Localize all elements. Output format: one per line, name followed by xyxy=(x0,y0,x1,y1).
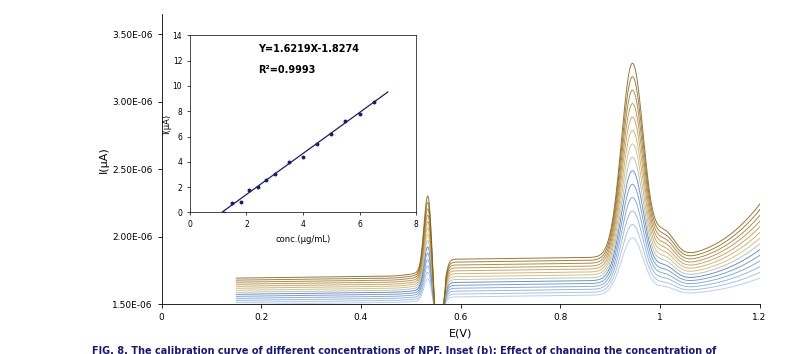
Point xyxy=(242,187,255,193)
Point xyxy=(283,159,296,164)
Point xyxy=(217,210,230,215)
Point xyxy=(251,185,264,190)
X-axis label: conc.(μg/mL): conc.(μg/mL) xyxy=(276,235,330,244)
Point xyxy=(268,172,281,177)
Text: Y=1.6219X-1.8274: Y=1.6219X-1.8274 xyxy=(258,44,359,54)
Text: R²=0.9993: R²=0.9993 xyxy=(258,65,315,75)
Point xyxy=(234,199,247,205)
Point xyxy=(226,201,239,206)
Point xyxy=(339,118,352,124)
Point xyxy=(208,215,221,221)
Point xyxy=(297,154,309,159)
Point xyxy=(353,111,366,117)
Point xyxy=(192,224,205,230)
Point xyxy=(260,177,273,182)
Point xyxy=(310,141,323,147)
Y-axis label: I(μA): I(μA) xyxy=(99,146,109,173)
X-axis label: E(V): E(V) xyxy=(449,328,472,338)
Point xyxy=(325,131,338,136)
Point xyxy=(200,221,213,227)
Point xyxy=(367,99,380,105)
Y-axis label: I(μA): I(μA) xyxy=(162,114,171,134)
Text: FIG. 8. The calibration curve of different concentrations of NPF. Inset (b): Eff: FIG. 8. The calibration curve of differe… xyxy=(92,346,716,354)
